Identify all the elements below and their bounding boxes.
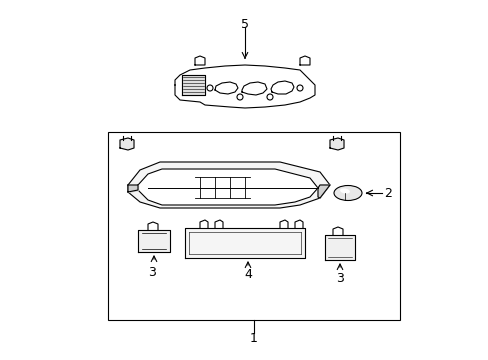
Polygon shape [242, 82, 266, 95]
Polygon shape [325, 235, 354, 260]
Circle shape [206, 85, 213, 91]
Text: 3: 3 [148, 266, 156, 279]
Polygon shape [299, 56, 309, 65]
Polygon shape [175, 65, 314, 108]
Text: 5: 5 [241, 18, 248, 31]
Text: 2: 2 [383, 186, 391, 199]
Polygon shape [270, 81, 293, 94]
Circle shape [296, 85, 303, 91]
Text: 3: 3 [335, 271, 343, 284]
Polygon shape [138, 169, 317, 205]
Polygon shape [138, 230, 170, 252]
Polygon shape [120, 138, 134, 150]
Ellipse shape [339, 188, 349, 194]
Polygon shape [329, 138, 343, 150]
Polygon shape [215, 82, 238, 94]
Polygon shape [128, 162, 329, 208]
Text: 4: 4 [244, 269, 251, 282]
Circle shape [237, 94, 243, 100]
Circle shape [266, 94, 272, 100]
Polygon shape [317, 185, 329, 198]
Text: 1: 1 [249, 332, 257, 345]
Ellipse shape [333, 185, 361, 201]
Polygon shape [184, 228, 305, 258]
Bar [108, 132, 399, 320]
Polygon shape [128, 185, 138, 192]
Polygon shape [182, 75, 204, 95]
Polygon shape [195, 56, 204, 65]
